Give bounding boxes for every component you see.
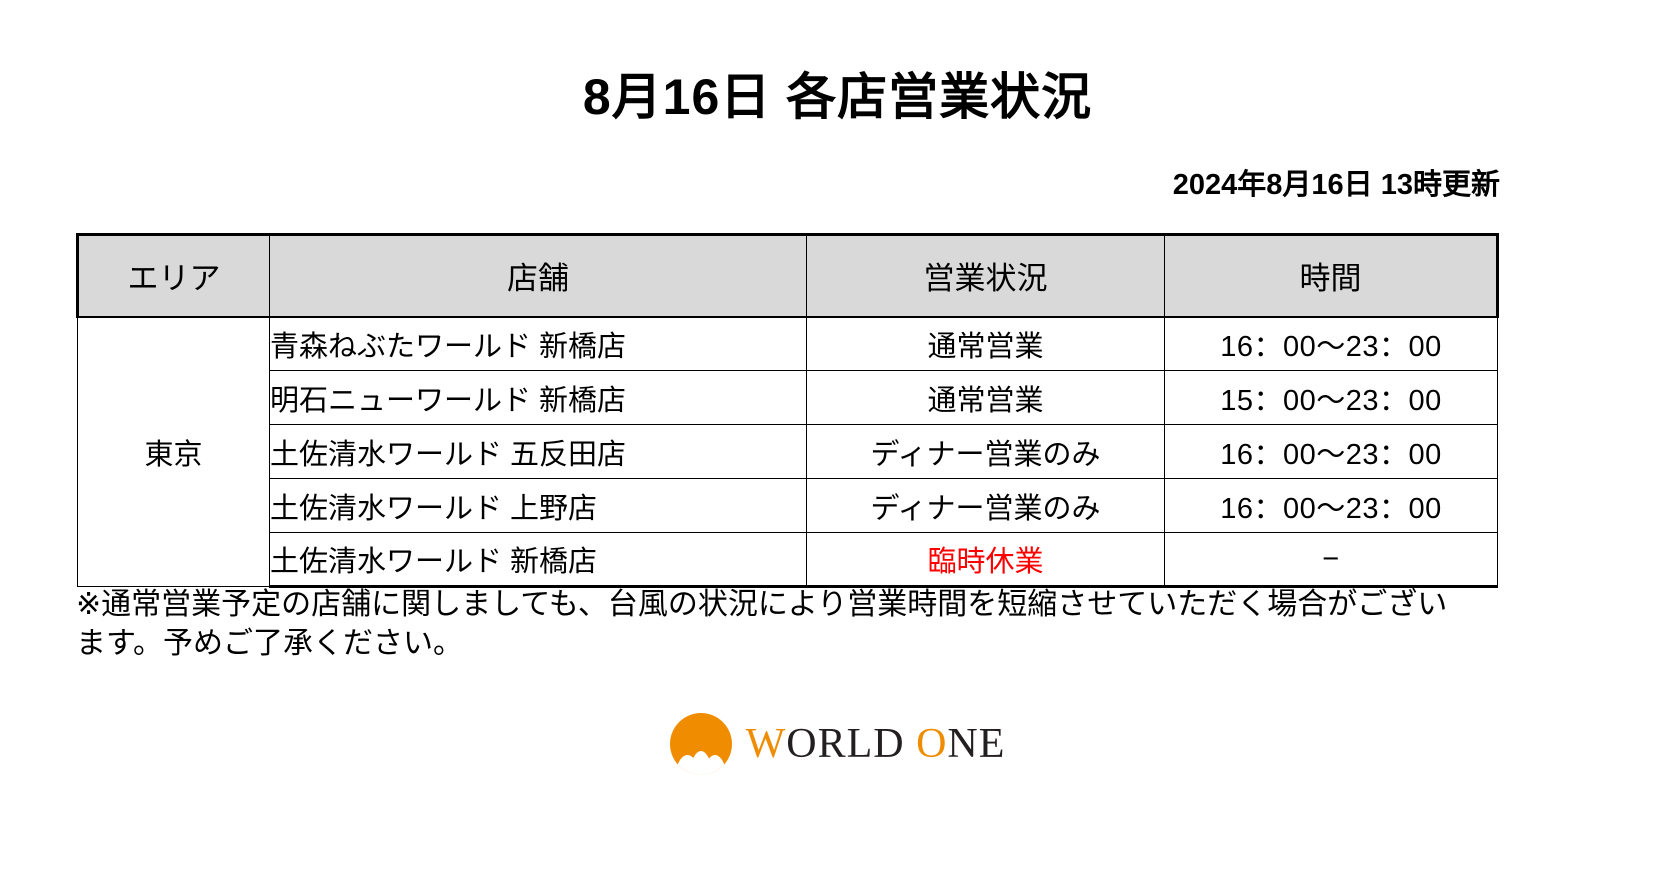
logo-text-ne: NE: [947, 721, 1006, 767]
column-header-time: 時間: [1164, 233, 1499, 318]
brand-logo-text: WORLD ONE: [746, 721, 1006, 767]
logo-text-o: O: [904, 721, 948, 767]
store-status-table: エリア 店舗 営業状況 時間 東京 青森ねぶたワールド 新橋店 通常営業 16：…: [76, 233, 1499, 588]
status-badge: 通常営業: [806, 370, 1165, 425]
status-badge: ディナー営業のみ: [806, 478, 1165, 533]
column-header-area: エリア: [76, 233, 270, 318]
status-badge: ディナー営業のみ: [806, 424, 1165, 479]
table-header: エリア 店舗 営業状況 時間: [76, 233, 1499, 318]
store-status-table-wrapper: エリア 店舗 営業状況 時間 東京 青森ねぶたワールド 新橋店 通常営業 16：…: [76, 233, 1499, 588]
column-header-shop: 店舗: [269, 233, 807, 318]
logo-text-orld: ORLD: [786, 721, 905, 767]
world-one-mark-icon: [669, 713, 732, 775]
shop-name-cell: 青森ねぶたワールド 新橋店: [269, 316, 807, 371]
business-hours-cell: −: [1164, 532, 1498, 588]
status-badge: 通常営業: [806, 316, 1165, 371]
business-hours-cell: 16：00〜23：00: [1164, 478, 1498, 533]
table-row: 土佐清水ワールド 五反田店 ディナー営業のみ 16：00〜23：00: [78, 424, 1498, 479]
last-updated-text: 2024年8月16日 13時更新: [1172, 169, 1500, 201]
logo-text-w: W: [745, 721, 787, 767]
table-body: 東京 青森ねぶたワールド 新橋店 通常営業 16：00〜23：00 明石ニューワ…: [77, 316, 1498, 588]
table-row: 明石ニューワールド 新橋店 通常営業 15：00〜23：00: [78, 370, 1498, 425]
status-badge-closed: 臨時休業: [806, 532, 1165, 588]
table-row: 東京 青森ねぶたワールド 新橋店 通常営業 16：00〜23：00: [77, 316, 1498, 587]
shop-name-cell: 土佐清水ワールド 上野店: [269, 478, 807, 533]
page-title: 8月16日 各店営業状況: [582, 69, 1093, 125]
shop-name-cell: 明石ニューワールド 新橋店: [269, 370, 807, 425]
table-header-row: エリア 店舗 営業状況 時間: [76, 233, 1499, 318]
business-hours-cell: 15：00〜23：00: [1164, 370, 1498, 425]
brand-logo: WORLD ONE: [0, 713, 1675, 775]
shop-name-cell: 土佐清水ワールド 新橋店: [269, 532, 807, 588]
column-header-status: 営業状況: [806, 233, 1165, 318]
table-row: 土佐清水ワールド 上野店 ディナー営業のみ 16：00〜23：00: [78, 478, 1498, 533]
business-hours-cell: 16：00〜23：00: [1164, 316, 1498, 371]
area-cell-tokyo: 東京: [77, 316, 270, 587]
footnote-text: ※通常営業予定の店舗に関しましても、台風の状況により営業時間を短縮させていただく…: [76, 588, 1448, 660]
business-hours-cell: 16：00〜23：00: [1164, 424, 1498, 479]
table-row: 土佐清水ワールド 新橋店 臨時休業 −: [78, 532, 1498, 588]
shop-name-cell: 土佐清水ワールド 五反田店: [269, 424, 807, 479]
